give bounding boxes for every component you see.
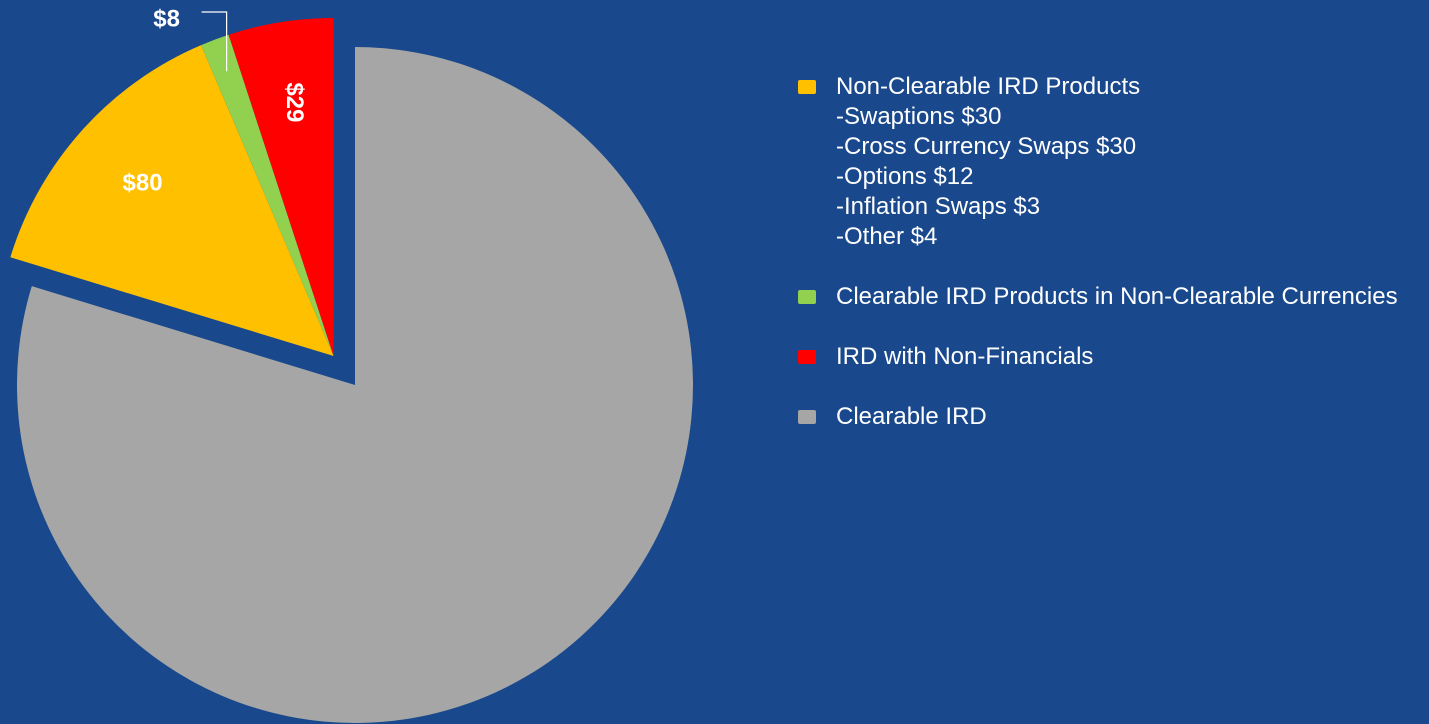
- legend-swatch: [798, 290, 816, 304]
- pie-slice: [201, 34, 334, 357]
- legend-label: Non-Clearable IRD Products: [836, 73, 1141, 100]
- pie-slice: [10, 45, 334, 357]
- legend-swatch: [798, 350, 816, 364]
- legend-entry: Clearable IRD Products in Non-Clearable …: [798, 282, 1418, 312]
- legend-subitem: -Inflation Swaps $3: [836, 193, 1041, 220]
- legend: Non-Clearable IRD Products -Swaptions $30…: [798, 72, 1418, 462]
- legend-swatch: [798, 80, 816, 94]
- legend-label: Clearable IRD Products in Non-Clearable …: [836, 283, 1398, 310]
- value-label: $80: [123, 170, 163, 197]
- legend-entry: Non-Clearable IRD Products -Swaptions $30…: [798, 72, 1418, 252]
- legend-subitem: -Swaptions $30: [836, 103, 1002, 130]
- pie-slice: [16, 47, 694, 724]
- legend-subitem: -Other $4: [836, 223, 938, 250]
- legend-subitem: -Cross Currency Swaps $30: [836, 133, 1137, 160]
- legend-swatch: [798, 410, 816, 424]
- value-label: $8: [153, 5, 180, 32]
- value-label: $29: [281, 82, 308, 122]
- legend-subitem: -Options $12: [836, 163, 974, 190]
- legend-entry: Clearable IRD: [798, 402, 1418, 432]
- legend-entry: IRD with Non-Financials: [798, 342, 1418, 372]
- pie-slice: [228, 18, 334, 357]
- legend-label: IRD with Non-Financials: [836, 343, 1094, 370]
- leader-line: [201, 11, 228, 72]
- legend-label: Clearable IRD: [836, 403, 987, 430]
